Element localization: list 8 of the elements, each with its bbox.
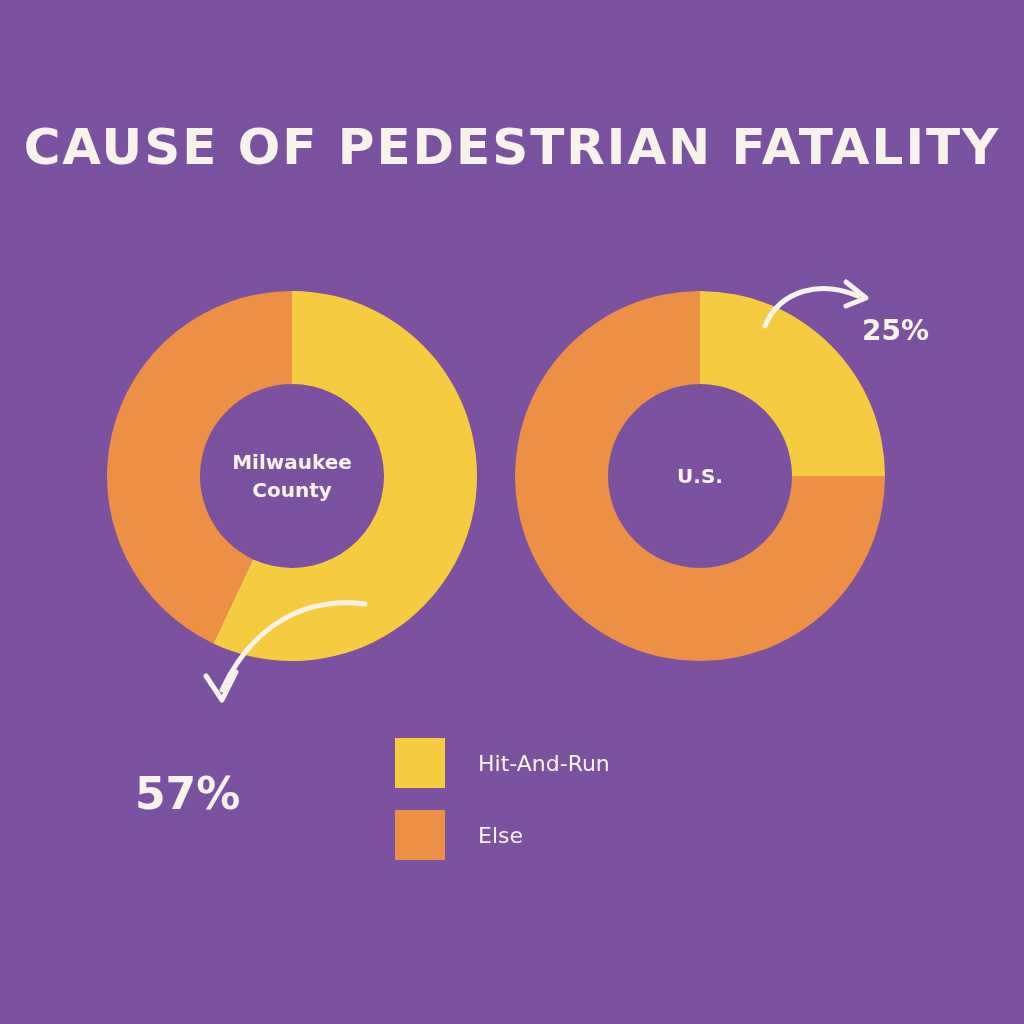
text: U.S. — [676, 463, 724, 490]
legend-label: Hit-And-Run — [478, 750, 610, 776]
legend-label: Else — [478, 822, 524, 848]
donut-slice — [213, 291, 477, 661]
chart-title: CAUSE OF PEDESTRIAN FATALITY — [22, 118, 1002, 176]
data-label: 25% — [862, 314, 930, 347]
text: Milwaukee County — [231, 449, 353, 504]
data-label: 57% — [135, 768, 241, 819]
